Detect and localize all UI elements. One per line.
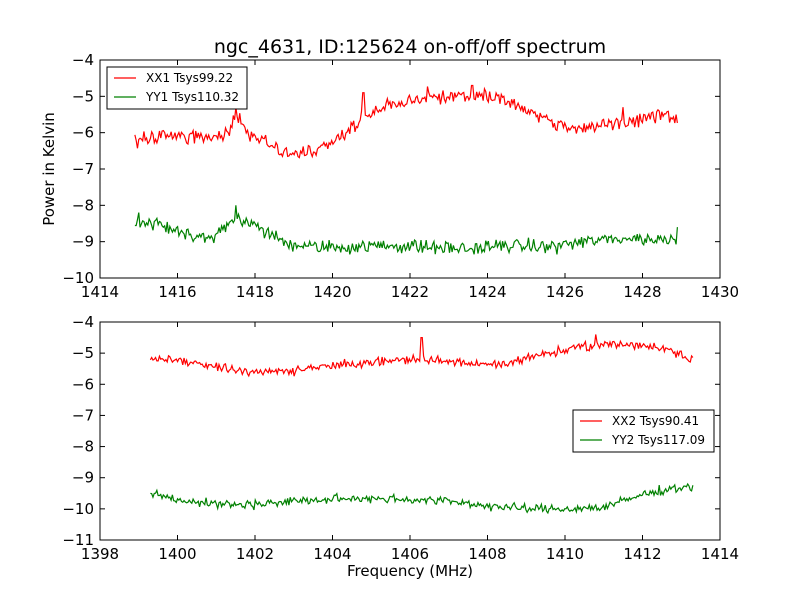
y-tick-label: −4 — [72, 51, 94, 69]
y-tick-label: −6 — [72, 375, 94, 393]
y-tick-label: −9 — [72, 233, 94, 251]
x-tick-label: 1416 — [158, 283, 196, 301]
bottom-panel: Frequency (MHz) 1398 1400 1402 1404 1406 1408… — [62, 313, 739, 580]
x-tick-label: 1410 — [546, 545, 584, 563]
x-tick-label: 1412 — [623, 545, 661, 563]
x-tick-label: 1428 — [623, 283, 661, 301]
x-tick-label: 1420 — [313, 283, 351, 301]
legend: XX2 Tsys90.41 YY2 Tsys117.09 — [572, 409, 715, 453]
y-tick-label: −9 — [72, 469, 94, 487]
x-tick-label: 1424 — [468, 283, 506, 301]
x-tick-label: 1408 — [468, 545, 506, 563]
y-tick-label: −6 — [72, 124, 94, 142]
legend-label: XX2 Tsys90.41 — [612, 414, 699, 428]
y-tick-label: −8 — [72, 196, 94, 214]
y-tick-label: −8 — [72, 438, 94, 456]
top-panel: ngc_4631, ID:125624 on-off/off spectrum … — [40, 36, 739, 301]
y-tick-label: −7 — [72, 406, 94, 424]
x-tick-label: 1414 — [701, 545, 739, 563]
y-tick-label: −4 — [72, 313, 94, 331]
x-tick-label: 1418 — [236, 283, 274, 301]
top-plot-area: 1414 1416 1418 1420 1422 1424 1426 1428 1430 −10 −… — [62, 51, 739, 301]
y-tick-label: −5 — [72, 87, 94, 105]
x-tick-label: 1406 — [391, 545, 429, 563]
series-line-top-1 — [134, 84, 678, 159]
y-tick-label: −7 — [72, 160, 94, 178]
legend-label: XX1 Tsys99.22 — [146, 71, 233, 85]
x-tick-label: 1414 — [81, 283, 119, 301]
x-tick-label: 1430 — [701, 283, 739, 301]
top-chart-title: ngc_4631, ID:125624 on-off/off spectrum — [214, 36, 606, 58]
series-line-bottom-2 — [150, 482, 694, 515]
x-tick-label: 1398 — [81, 545, 119, 563]
top-y-axis-label: Power in Kelvin — [40, 112, 58, 226]
legend: XX1 Tsys99.22 YY1 Tsys110.32 — [106, 66, 248, 110]
y-tick-label: −11 — [62, 531, 94, 549]
x-tick-label: 1426 — [546, 283, 584, 301]
bottom-x-axis-label: Frequency (MHz) — [347, 562, 473, 580]
y-tick-label: −10 — [62, 269, 94, 287]
series-line-top-2 — [134, 205, 678, 255]
y-tick-label: −10 — [62, 500, 94, 518]
x-tick-label: 1402 — [236, 545, 274, 563]
x-tick-label: 1404 — [313, 545, 351, 563]
legend-label: YY1 Tsys110.32 — [145, 90, 239, 104]
series-line-bottom-1 — [149, 334, 694, 378]
y-tick-label: −5 — [72, 344, 94, 362]
bottom-plot-area: 1398 1400 1402 1404 1406 1408 1410 1412 1414 −11 −… — [62, 313, 739, 563]
legend-label: YY2 Tsys117.09 — [611, 433, 705, 447]
x-tick-label: 1400 — [158, 545, 196, 563]
x-tick-label: 1422 — [391, 283, 429, 301]
